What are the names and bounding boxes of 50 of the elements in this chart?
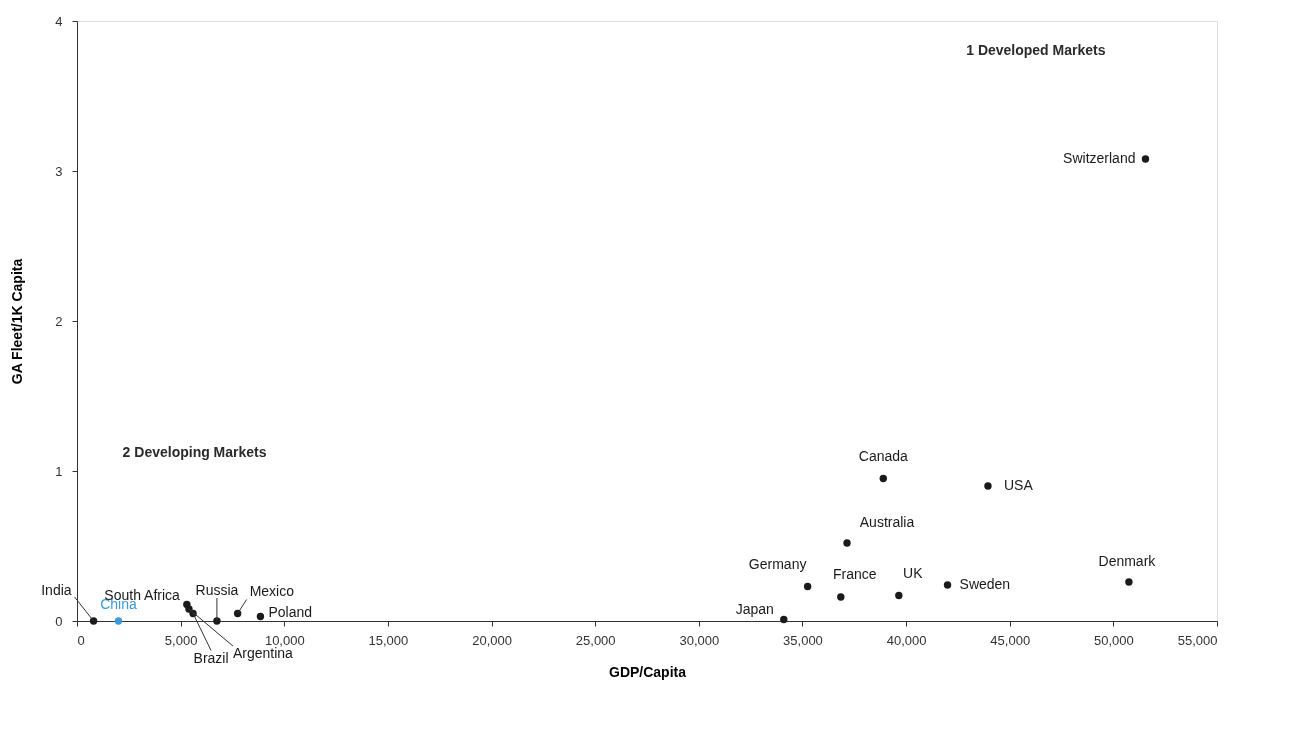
point	[803, 582, 812, 591]
annotation: 2 Developing Markets	[122, 444, 267, 460]
point	[114, 617, 123, 625]
series-label: Germany	[748, 555, 807, 572]
point	[984, 482, 992, 490]
y-axis-title: GA Fleet/1K Capita	[9, 258, 26, 385]
series-label: Poland	[268, 603, 313, 620]
x-axis-title: GDP/Capita	[608, 663, 687, 680]
x-tick-label: 20,000	[472, 632, 512, 648]
point	[843, 539, 851, 547]
series-label: UK	[903, 564, 924, 581]
point	[256, 612, 265, 621]
series-label: France	[833, 566, 877, 582]
series-label: Mexico	[249, 582, 295, 599]
series-label: Japan	[735, 600, 774, 617]
point	[89, 617, 98, 625]
series-label: Canada	[858, 447, 909, 464]
x-tick-label: 45,000	[990, 632, 1031, 648]
series-label: Denmark	[1098, 553, 1157, 569]
point	[1141, 155, 1150, 163]
text: Argentina	[232, 645, 294, 661]
series-label: Russia	[195, 582, 239, 598]
x-tick-label: 10,000	[264, 632, 305, 648]
series-label: Sweden	[959, 576, 1011, 592]
x-tick-label: 0	[77, 632, 85, 648]
series-label: USA	[1003, 477, 1034, 493]
x-tick-label: 50,000	[1093, 632, 1134, 648]
y-tick-label: 4	[55, 13, 63, 29]
y-tick-label: 3	[55, 163, 63, 179]
point	[1125, 578, 1133, 586]
y-tick-label: 2	[55, 313, 63, 329]
x-tick-label: 55,000	[1177, 632, 1218, 648]
point	[895, 591, 903, 600]
point	[837, 593, 845, 601]
annotation: 1 Developed Markets	[966, 42, 1106, 58]
x-tick-label: 5,000	[164, 632, 198, 648]
x-tick-label: 35,000	[783, 632, 823, 648]
y-tick-label: 1	[55, 463, 63, 479]
series-label: Switzerland	[1063, 150, 1136, 166]
text: India	[41, 582, 72, 598]
point	[879, 474, 887, 483]
x-tick-label: 15,000	[368, 632, 409, 648]
series-label: Australia	[859, 514, 915, 530]
y-tick-label: 0	[55, 613, 63, 629]
text: Brazil	[193, 649, 229, 666]
x-tick-label: 25,000	[575, 632, 616, 648]
x-tick-label: 30,000	[679, 632, 720, 648]
point	[780, 615, 788, 624]
point	[943, 581, 952, 589]
x-tick-label: 40,000	[886, 632, 927, 648]
